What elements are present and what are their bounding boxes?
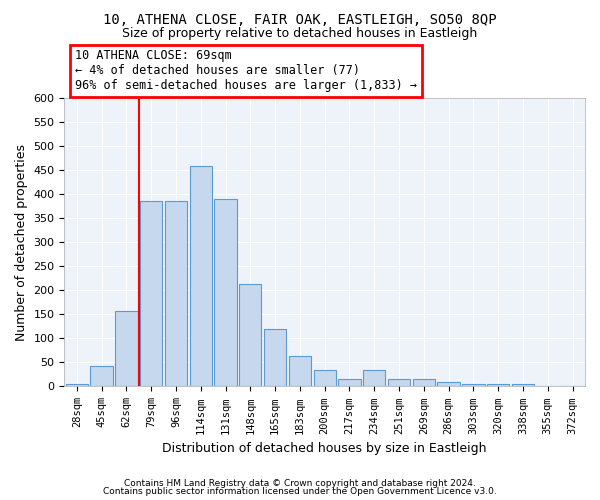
- Bar: [264, 329, 286, 386]
- Bar: [214, 199, 236, 386]
- Text: Contains public sector information licensed under the Open Government Licence v3: Contains public sector information licen…: [103, 487, 497, 496]
- Bar: [165, 202, 187, 386]
- Bar: [115, 311, 137, 386]
- X-axis label: Distribution of detached houses by size in Eastleigh: Distribution of detached houses by size …: [163, 442, 487, 455]
- Bar: [314, 370, 336, 386]
- Bar: [91, 366, 113, 386]
- Bar: [140, 202, 163, 386]
- Bar: [190, 166, 212, 386]
- Bar: [388, 379, 410, 386]
- Bar: [462, 384, 485, 386]
- Text: 10 ATHENA CLOSE: 69sqm
← 4% of detached houses are smaller (77)
96% of semi-deta: 10 ATHENA CLOSE: 69sqm ← 4% of detached …: [75, 50, 417, 92]
- Bar: [239, 284, 262, 386]
- Text: Contains HM Land Registry data © Crown copyright and database right 2024.: Contains HM Land Registry data © Crown c…: [124, 478, 476, 488]
- Bar: [437, 382, 460, 386]
- Bar: [338, 379, 361, 386]
- Y-axis label: Number of detached properties: Number of detached properties: [15, 144, 28, 341]
- Bar: [65, 384, 88, 386]
- Bar: [363, 370, 385, 386]
- Bar: [512, 384, 534, 386]
- Bar: [289, 356, 311, 386]
- Text: Size of property relative to detached houses in Eastleigh: Size of property relative to detached ho…: [122, 28, 478, 40]
- Text: 10, ATHENA CLOSE, FAIR OAK, EASTLEIGH, SO50 8QP: 10, ATHENA CLOSE, FAIR OAK, EASTLEIGH, S…: [103, 12, 497, 26]
- Bar: [413, 379, 435, 386]
- Bar: [487, 384, 509, 386]
